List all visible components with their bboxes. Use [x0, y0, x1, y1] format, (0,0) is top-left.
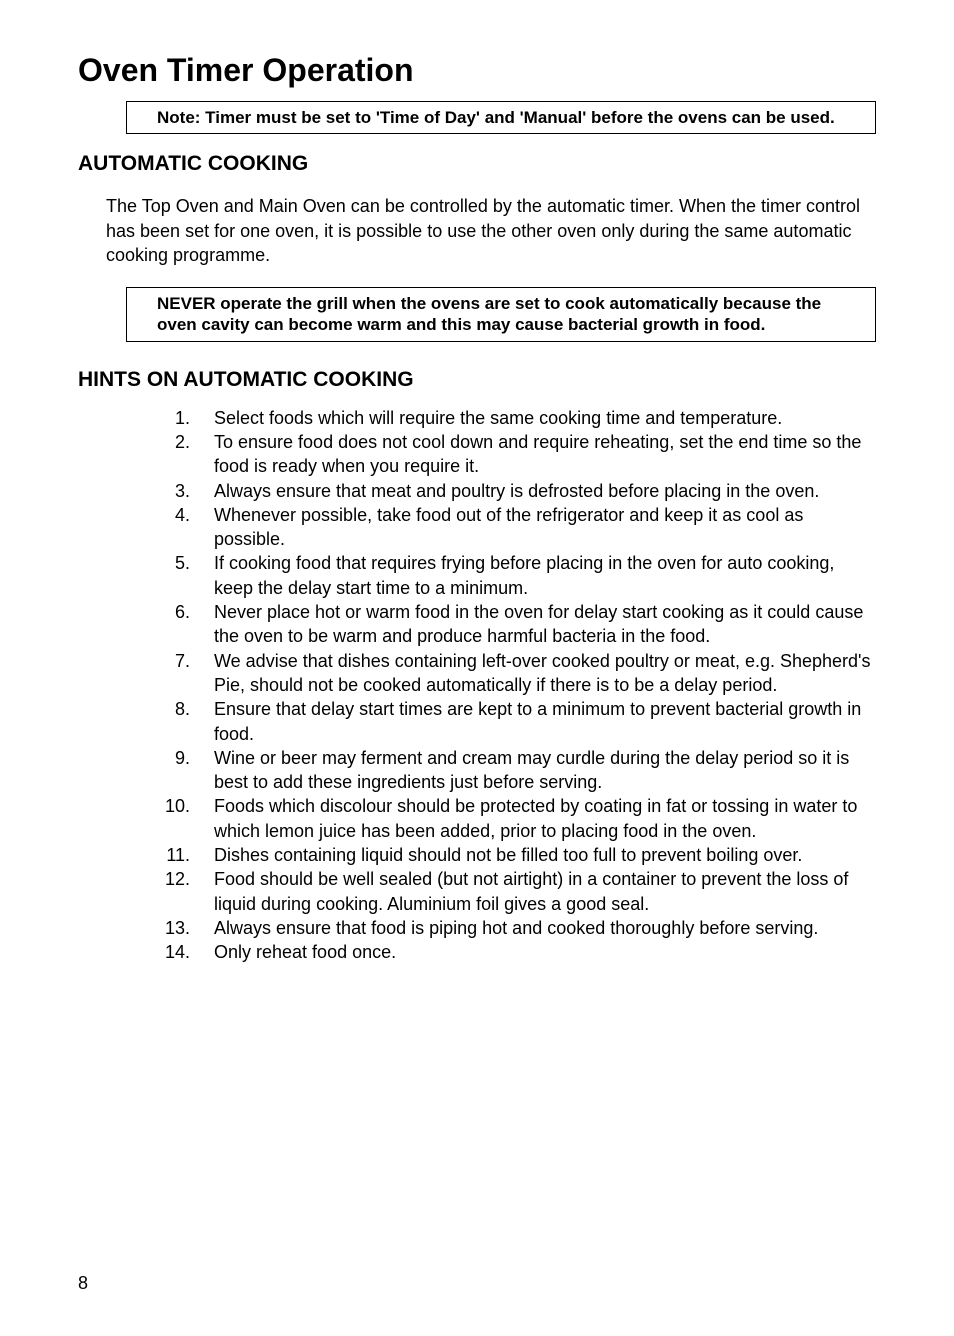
heading-hints: HINTS ON AUTOMATIC COOKING — [78, 368, 876, 392]
list-number: 12. — [134, 867, 214, 916]
list-number: 14. — [134, 940, 214, 964]
list-item: 10.Foods which discolour should be prote… — [134, 794, 876, 843]
list-item: 9.Wine or beer may ferment and cream may… — [134, 746, 876, 795]
list-number: 3. — [134, 479, 214, 503]
list-number: 9. — [134, 746, 214, 795]
list-text: If cooking food that requires frying bef… — [214, 551, 876, 600]
list-item: 13.Always ensure that food is piping hot… — [134, 916, 876, 940]
list-text: Never place hot or warm food in the oven… — [214, 600, 876, 649]
paragraph-automatic-cooking: The Top Oven and Main Oven can be contro… — [106, 194, 876, 267]
list-number: 10. — [134, 794, 214, 843]
list-item: 5.If cooking food that requires frying b… — [134, 551, 876, 600]
list-text: Select foods which will require the same… — [214, 406, 876, 430]
list-number: 8. — [134, 697, 214, 746]
heading-automatic-cooking: AUTOMATIC COOKING — [78, 152, 876, 176]
list-number: 2. — [134, 430, 214, 479]
list-item: 7.We advise that dishes containing left-… — [134, 649, 876, 698]
list-text: Always ensure that meat and poultry is d… — [214, 479, 876, 503]
list-text: Food should be well sealed (but not airt… — [214, 867, 876, 916]
page-number: 8 — [78, 1273, 88, 1294]
list-item: 1.Select foods which will require the sa… — [134, 406, 876, 430]
list-number: 6. — [134, 600, 214, 649]
list-text: Foods which discolour should be protecte… — [214, 794, 876, 843]
note-box-grill-warning: NEVER operate the grill when the ovens a… — [126, 287, 876, 342]
list-number: 7. — [134, 649, 214, 698]
list-text: We advise that dishes containing left-ov… — [214, 649, 876, 698]
list-text: Whenever possible, take food out of the … — [214, 503, 876, 552]
list-item: 6.Never place hot or warm food in the ov… — [134, 600, 876, 649]
list-text: Wine or beer may ferment and cream may c… — [214, 746, 876, 795]
document-page: Oven Timer Operation Note: Timer must be… — [0, 0, 954, 1336]
hints-list: 1.Select foods which will require the sa… — [134, 406, 876, 965]
list-number: 4. — [134, 503, 214, 552]
list-item: 11.Dishes containing liquid should not b… — [134, 843, 876, 867]
list-number: 1. — [134, 406, 214, 430]
page-title: Oven Timer Operation — [78, 52, 876, 89]
list-item: 8.Ensure that delay start times are kept… — [134, 697, 876, 746]
list-number: 13. — [134, 916, 214, 940]
list-number: 5. — [134, 551, 214, 600]
list-text: Only reheat food once. — [214, 940, 876, 964]
list-text: Always ensure that food is piping hot an… — [214, 916, 876, 940]
list-text: To ensure food does not cool down and re… — [214, 430, 876, 479]
list-text: Ensure that delay start times are kept t… — [214, 697, 876, 746]
list-number: 11. — [134, 843, 214, 867]
list-item: 3.Always ensure that meat and poultry is… — [134, 479, 876, 503]
list-item: 12.Food should be well sealed (but not a… — [134, 867, 876, 916]
note-box-timer: Note: Timer must be set to 'Time of Day'… — [126, 101, 876, 134]
list-item: 4.Whenever possible, take food out of th… — [134, 503, 876, 552]
list-item: 2.To ensure food does not cool down and … — [134, 430, 876, 479]
list-item: 14.Only reheat food once. — [134, 940, 876, 964]
list-text: Dishes containing liquid should not be f… — [214, 843, 876, 867]
